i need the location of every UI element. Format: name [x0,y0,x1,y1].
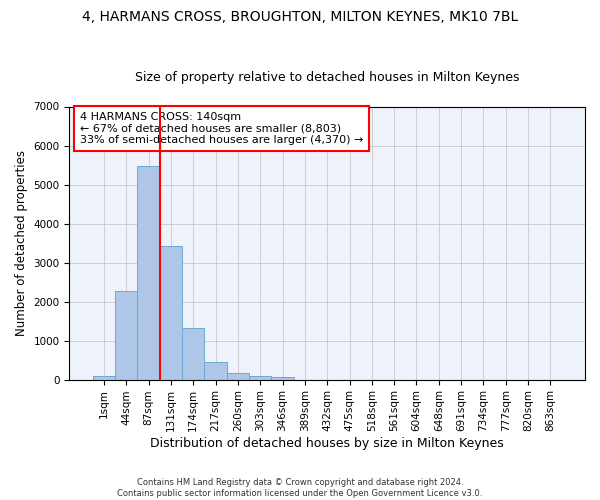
Bar [249,376,271,380]
Bar [160,246,182,380]
Text: 4, HARMANS CROSS, BROUGHTON, MILTON KEYNES, MK10 7BL: 4, HARMANS CROSS, BROUGHTON, MILTON KEYN… [82,10,518,24]
Y-axis label: Number of detached properties: Number of detached properties [15,150,28,336]
Bar [115,290,137,380]
Bar [271,378,294,380]
Text: Contains HM Land Registry data © Crown copyright and database right 2024.
Contai: Contains HM Land Registry data © Crown c… [118,478,482,498]
Bar [137,166,160,380]
Bar [182,328,205,380]
Text: 4 HARMANS CROSS: 140sqm
← 67% of detached houses are smaller (8,803)
33% of semi: 4 HARMANS CROSS: 140sqm ← 67% of detache… [80,112,363,145]
Title: Size of property relative to detached houses in Milton Keynes: Size of property relative to detached ho… [135,72,520,85]
X-axis label: Distribution of detached houses by size in Milton Keynes: Distribution of detached houses by size … [151,437,504,450]
Bar [205,362,227,380]
Bar [227,374,249,380]
Bar [93,376,115,380]
